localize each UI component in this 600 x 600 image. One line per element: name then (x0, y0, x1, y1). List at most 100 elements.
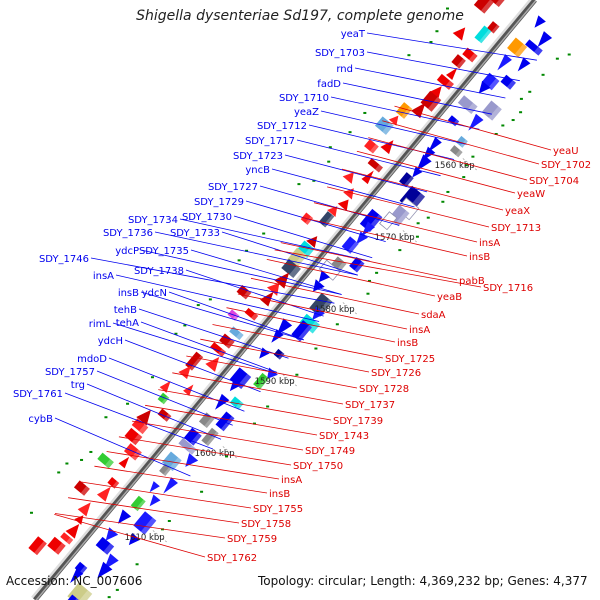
forward-leader-line (154, 231, 358, 276)
reverse-leader-line (280, 242, 458, 281)
reverse-gene-label: SDY_1762 (207, 553, 257, 564)
reverse-orf-tick (312, 179, 316, 182)
forward-gene-label: mdoD (77, 354, 107, 365)
forward-leader-line (54, 417, 191, 477)
reverse-gene-block (229, 326, 244, 340)
reverse-leader-line (186, 355, 358, 389)
reverse-gene-label: SDY_1739 (333, 416, 383, 427)
reverse-orf-tick (407, 54, 411, 57)
forward-gene-arrow (267, 367, 278, 379)
forward-gene-block (331, 256, 347, 272)
reverse-orf-tick (262, 232, 266, 235)
forward-gene-block (449, 145, 463, 158)
reverse-leader-line (341, 168, 504, 211)
forward-gene-label: cybB (28, 414, 53, 425)
forward-gene-block (457, 95, 478, 114)
reverse-orf-tick (126, 402, 130, 405)
forward-gene-arrow (478, 80, 491, 94)
forward-gene-label: tehA (116, 318, 139, 329)
forward-gene-arrow (149, 481, 160, 493)
forward-gene-arrow (259, 347, 270, 359)
forward-gene-label: SDY_1736 (103, 228, 153, 239)
backbone (31, 0, 537, 600)
reverse-gene-block (97, 452, 114, 469)
forward-gene-label: SDY_1730 (182, 212, 232, 223)
reverse-orf-tick (429, 41, 433, 44)
reverse-gene-label: yeaW (517, 189, 545, 200)
forward-leader-line (124, 339, 261, 393)
forward-gene-label: SDY_1710 (279, 93, 329, 104)
forward-gene-label: ydcN (142, 288, 167, 299)
forward-orf-tick (441, 200, 445, 203)
forward-gene-arrow (534, 15, 546, 28)
reverse-gene-label: SDY_1759 (227, 534, 277, 545)
forward-gene-arrow (361, 221, 375, 237)
reverse-gene-block (185, 351, 204, 371)
reverse-gene-block (473, 0, 494, 14)
forward-gene-block (481, 72, 500, 91)
forward-leader-line (233, 215, 373, 259)
forward-orf-tick (398, 249, 402, 252)
reverse-orf-tick (446, 7, 450, 10)
forward-orf-tick (555, 57, 559, 60)
reverse-leader-line (172, 372, 344, 405)
forward-gene-label: SDY_1734 (128, 215, 178, 226)
forward-gene-block (95, 536, 115, 555)
reverse-gene-label: SDY_1704 (529, 176, 579, 187)
forward-orf-tick (295, 373, 299, 376)
reverse-gene-arrow (446, 67, 458, 81)
reverse-orf-tick (89, 450, 93, 453)
forward-gene-label: SDY_1723 (233, 151, 283, 162)
forward-gene-block (291, 320, 312, 342)
backbone-shadow (31, 0, 534, 600)
forward-orf-tick (314, 347, 318, 350)
reverse-gene-label: yeaX (505, 206, 530, 217)
reverse-gene-label: SDY_1716 (483, 283, 533, 294)
forward-leader-line (140, 249, 342, 295)
forward-gene-label: yeaZ (294, 107, 319, 118)
reverse-gene-arrow (77, 502, 91, 517)
reverse-leader-line (131, 420, 304, 451)
forward-gene-label: yeaT (341, 29, 366, 40)
genome-summary: Topology: circular; Length: 4,369,232 bp… (258, 574, 588, 588)
forward-gene-arrow (318, 270, 331, 283)
forward-orf-tick (115, 588, 119, 591)
forward-gene-arrow (497, 54, 512, 71)
forward-gene-arrow (149, 494, 161, 507)
forward-leader-line (296, 139, 441, 177)
forward-leader-line (168, 291, 304, 341)
forward-orf-tick (464, 164, 468, 167)
reverse-orf-tick (245, 249, 249, 252)
scale-label: 1610 kbp (125, 533, 165, 543)
reverse-orf-tick (237, 259, 241, 262)
reverse-leader-line (313, 202, 478, 243)
forward-gene-label: SDY_1733 (170, 228, 220, 239)
reverse-gene-arrow (361, 170, 374, 185)
forward-leader-line (108, 357, 245, 412)
reverse-orf-tick (174, 332, 178, 335)
forward-orf-tick (519, 97, 523, 100)
reverse-leader-line (118, 436, 292, 466)
forward-orf-tick (426, 216, 430, 219)
forward-leader-line (179, 218, 370, 262)
forward-gene-arrow (229, 378, 242, 392)
reverse-gene-label: SDY_1702 (541, 160, 591, 171)
reverse-gene-block (73, 480, 90, 496)
forward-gene-label: SDY_1738 (134, 266, 184, 277)
forward-gene-arrow (428, 136, 442, 153)
forward-gene-label: insA (93, 271, 114, 282)
reverse-leader-line (212, 324, 384, 359)
forward-gene-label: trg (71, 380, 85, 391)
reverse-leader-line (54, 514, 206, 558)
scale-label: 1560 kbp (435, 161, 475, 171)
forward-orf-tick (528, 90, 532, 93)
reverse-gene-block (157, 408, 172, 422)
reverse-gene-arrow (183, 384, 194, 396)
forward-gene-arrow (517, 57, 531, 72)
forward-gene-block (341, 236, 359, 254)
reverse-leader-line (327, 186, 490, 228)
forward-gene-label: SDY_1735 (139, 246, 189, 257)
reverse-orf-tick (297, 183, 301, 186)
forward-gene-block (178, 437, 197, 455)
